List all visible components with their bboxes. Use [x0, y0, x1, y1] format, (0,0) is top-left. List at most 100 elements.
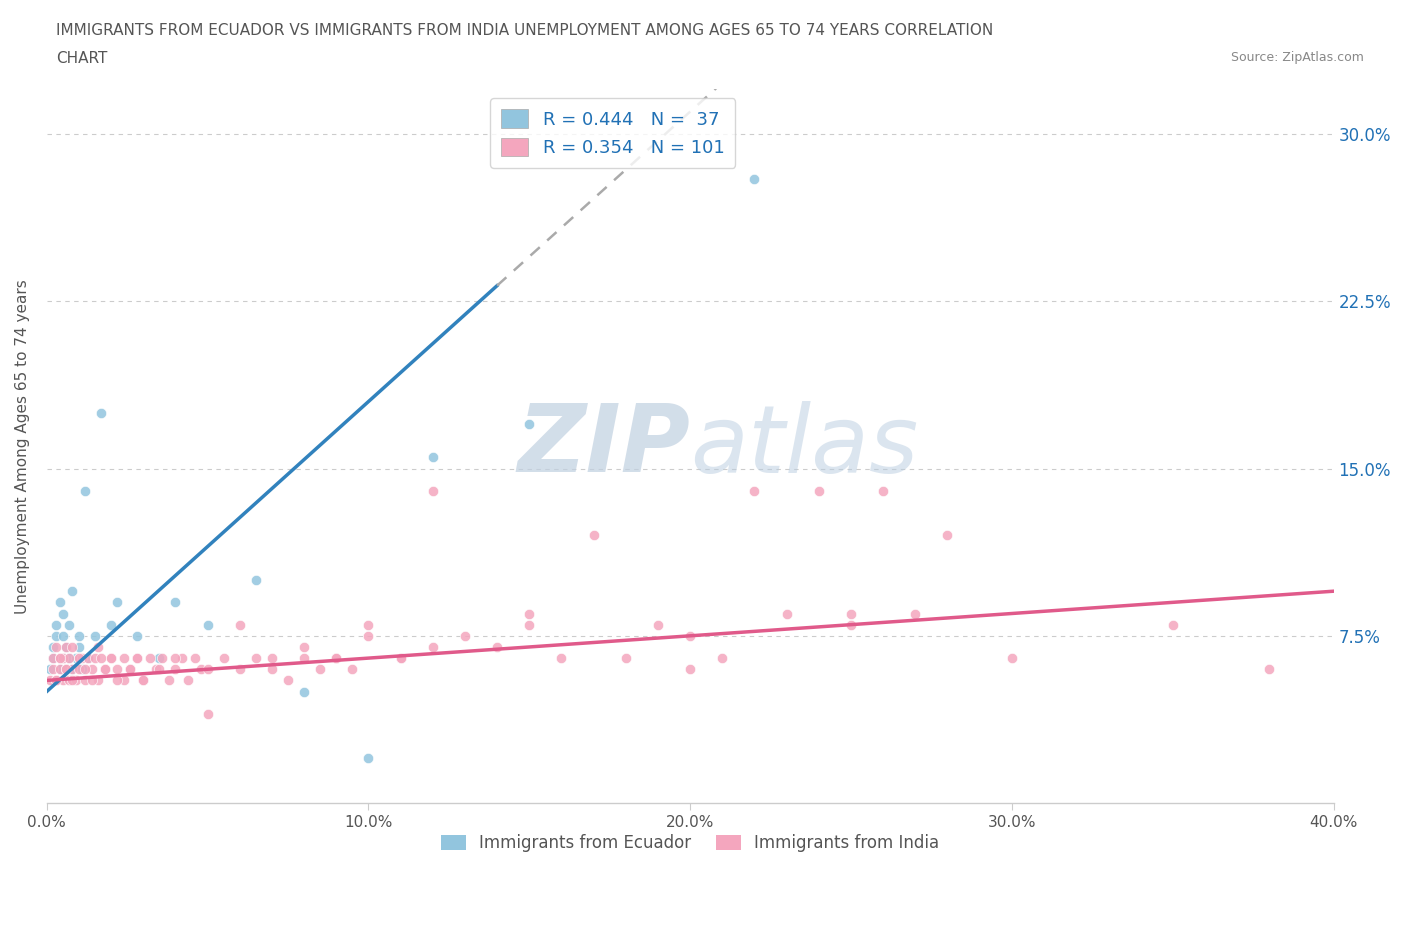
Point [679, 629, 702, 644]
Point [744, 171, 766, 186]
Point [325, 651, 347, 666]
Point [45, 673, 67, 688]
Point [292, 651, 315, 666]
Point [292, 684, 315, 699]
Point [42, 651, 65, 666]
Point [839, 618, 862, 632]
Point [65, 673, 87, 688]
Point [325, 651, 347, 666]
Legend: Immigrants from Ecuador, Immigrants from India: Immigrants from Ecuador, Immigrants from… [434, 828, 946, 859]
Point [52, 606, 75, 621]
Point [165, 595, 187, 610]
Point [517, 618, 540, 632]
Point [120, 662, 142, 677]
Point [357, 751, 380, 766]
Point [67, 651, 90, 666]
Point [550, 651, 572, 666]
Point [807, 484, 830, 498]
Point [55, 662, 77, 677]
Point [125, 651, 148, 666]
Point [75, 673, 97, 688]
Point [45, 618, 67, 632]
Point [58, 651, 80, 666]
Point [60, 640, 83, 655]
Point [70, 662, 93, 677]
Point [260, 662, 283, 677]
Point [48, 662, 70, 677]
Point [245, 573, 267, 588]
Point [58, 618, 80, 632]
Point [100, 651, 122, 666]
Point [165, 662, 187, 677]
Point [197, 707, 219, 722]
Point [42, 651, 65, 666]
Point [80, 673, 103, 688]
Point [55, 640, 77, 655]
Text: IMMIGRANTS FROM ECUADOR VS IMMIGRANTS FROM INDIA UNEMPLOYMENT AMONG AGES 65 TO 7: IMMIGRANTS FROM ECUADOR VS IMMIGRANTS FR… [56, 23, 994, 38]
Point [107, 595, 129, 610]
Point [1161, 618, 1184, 632]
Text: ZIP: ZIP [517, 400, 690, 492]
Point [389, 651, 412, 666]
Point [872, 484, 894, 498]
Point [45, 640, 67, 655]
Point [342, 662, 364, 677]
Y-axis label: Unemployment Among Ages 65 to 74 years: Unemployment Among Ages 65 to 74 years [15, 279, 30, 614]
Point [389, 651, 412, 666]
Point [148, 662, 170, 677]
Point [67, 662, 90, 677]
Point [138, 651, 160, 666]
Point [711, 651, 734, 666]
Point [100, 618, 122, 632]
Point [112, 651, 135, 666]
Point [38, 673, 60, 688]
Point [228, 618, 250, 632]
Point [48, 662, 70, 677]
Point [775, 606, 797, 621]
Point [77, 651, 100, 666]
Point [60, 584, 83, 599]
Point [145, 662, 167, 677]
Point [45, 673, 67, 688]
Point [38, 662, 60, 677]
Point [582, 528, 605, 543]
Point [58, 651, 80, 666]
Point [55, 662, 77, 677]
Point [614, 651, 637, 666]
Point [212, 651, 235, 666]
Point [357, 629, 380, 644]
Point [517, 606, 540, 621]
Point [42, 662, 65, 677]
Point [90, 651, 112, 666]
Point [228, 662, 250, 677]
Point [80, 662, 103, 677]
Point [75, 662, 97, 677]
Point [152, 651, 174, 666]
Point [55, 640, 77, 655]
Point [260, 651, 283, 666]
Point [70, 651, 93, 666]
Point [1001, 651, 1024, 666]
Point [454, 629, 477, 644]
Text: atlas: atlas [690, 401, 918, 492]
Point [125, 629, 148, 644]
Point [647, 618, 669, 632]
Point [120, 662, 142, 677]
Point [165, 651, 187, 666]
Point [839, 606, 862, 621]
Point [486, 640, 509, 655]
Point [65, 651, 87, 666]
Point [60, 662, 83, 677]
Point [90, 405, 112, 420]
Point [60, 673, 83, 688]
Point [744, 484, 766, 498]
Point [77, 651, 100, 666]
Text: CHART: CHART [56, 51, 108, 66]
Point [357, 618, 380, 632]
Point [75, 484, 97, 498]
Point [93, 662, 115, 677]
Text: Source: ZipAtlas.com: Source: ZipAtlas.com [1230, 51, 1364, 64]
Point [517, 417, 540, 432]
Point [87, 640, 110, 655]
Point [197, 662, 219, 677]
